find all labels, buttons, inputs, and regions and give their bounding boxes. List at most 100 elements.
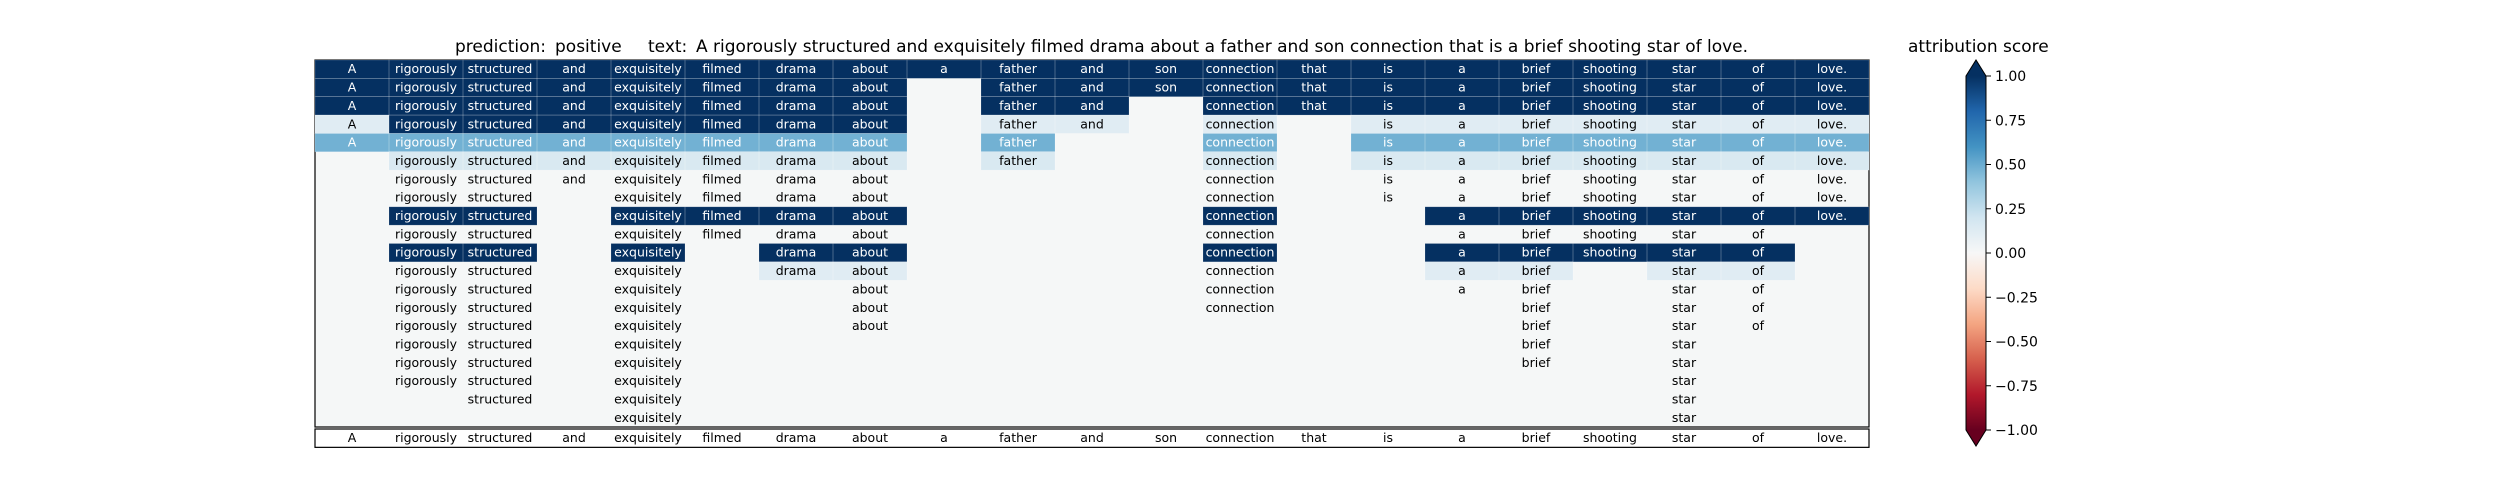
heatmap-cell-border — [314, 59, 390, 79]
heatmap-cell — [611, 78, 685, 97]
heatmap-token-label: brief — [1522, 208, 1551, 223]
heatmap-cell-border — [684, 78, 760, 97]
heatmap-token-label: filmed — [702, 80, 741, 95]
heatmap-cell — [759, 133, 833, 152]
heatmap-cell-border — [1720, 133, 1796, 153]
heatmap-token-label: A — [348, 135, 357, 150]
heatmap-cell-border — [1424, 133, 1500, 153]
heatmap-token-label: rigorously — [395, 355, 458, 370]
reference-token-label: a — [940, 430, 948, 445]
heatmap-token-label: structured — [468, 392, 533, 407]
heatmap-cell-border — [1794, 133, 1870, 153]
heatmap-cell-border — [1350, 78, 1426, 97]
heatmap-cell — [833, 206, 907, 226]
heatmap-token-label: of — [1752, 135, 1765, 150]
heatmap-cell-border — [758, 133, 834, 153]
heatmap-cell — [1795, 151, 1869, 171]
heatmap-cell — [463, 243, 537, 262]
heatmap-cell — [389, 78, 463, 97]
heatmap-token-label: love. — [1817, 135, 1847, 150]
heatmap-cell-border — [684, 59, 760, 79]
heatmap-cell-border — [980, 114, 1056, 134]
heatmap-token-label: exquisitely — [614, 190, 682, 205]
heatmap-cell — [1499, 60, 1573, 79]
heatmap-cell-border — [1572, 114, 1648, 134]
heatmap-token-label: brief — [1522, 98, 1551, 113]
heatmap-token-label: star — [1672, 245, 1697, 260]
heatmap-token-label: father — [999, 61, 1038, 76]
heatmap-token-label: and — [1080, 61, 1104, 76]
heatmap-token-label: star — [1672, 61, 1697, 76]
heatmap-token-label: star — [1672, 208, 1697, 223]
heatmap-token-label: exquisitely — [614, 116, 682, 131]
reference-token-label: exquisitely — [614, 430, 682, 445]
heatmap-token-label: drama — [776, 98, 817, 113]
heatmap-token-label: exquisitely — [614, 410, 682, 425]
heatmap-token-label: structured — [468, 281, 533, 296]
heatmap-cell-border — [1794, 206, 1870, 226]
heatmap-token-label: is — [1383, 135, 1393, 150]
heatmap-cell — [611, 60, 685, 79]
heatmap-token-label: about — [852, 318, 888, 333]
heatmap-token-label: shooting — [1583, 61, 1637, 76]
colorbar-tick-label: 0.75 — [1995, 113, 2026, 129]
heatmap-cell-border — [1202, 243, 1278, 263]
heatmap-token-label: a — [1458, 263, 1466, 278]
heatmap-cell — [1351, 78, 1425, 97]
heatmap-token-label: A — [348, 98, 357, 113]
heatmap-token-label: rigorously — [395, 171, 458, 186]
heatmap-cell — [1203, 206, 1277, 226]
heatmap-cell — [463, 151, 537, 171]
heatmap-cell-border — [1794, 151, 1870, 171]
heatmap-cell-border — [314, 96, 390, 116]
heatmap-cell-border — [832, 206, 908, 226]
heatmap-token-label: a — [1458, 208, 1466, 223]
heatmap-cell-border — [1720, 59, 1796, 79]
heatmap-token-label: of — [1752, 171, 1765, 186]
heatmap-token-label: structured — [468, 318, 533, 333]
heatmap-token-label: of — [1752, 153, 1765, 168]
colorbar-extend-max — [1966, 60, 1986, 76]
heatmap-token-label: filmed — [702, 135, 741, 150]
heatmap-cell-border — [832, 261, 908, 281]
heatmap-cell-border — [1572, 96, 1648, 116]
heatmap-cell-border — [1202, 151, 1278, 171]
heatmap-cell-border — [1720, 96, 1796, 116]
heatmap-cell — [1795, 96, 1869, 116]
reference-row — [314, 428, 1870, 448]
heatmap-cell-border — [1572, 78, 1648, 97]
heatmap-cell-border — [1572, 206, 1648, 226]
reference-token-label: A — [348, 430, 357, 445]
heatmap-token-label: exquisitely — [614, 171, 682, 186]
heatmap-token-label: drama — [776, 226, 817, 241]
heatmap-token-label: structured — [468, 336, 533, 351]
heatmap-cell-border — [1498, 243, 1574, 263]
heatmap-cell — [1055, 96, 1129, 116]
heatmap-cell — [1647, 133, 1721, 152]
heatmap-cell-border — [758, 59, 834, 79]
heatmap-token-label: love. — [1817, 80, 1847, 95]
heatmap-cell — [1573, 133, 1647, 152]
heatmap-cell — [537, 78, 611, 97]
heatmap-cell — [611, 96, 685, 116]
colorbar-tick-label: 0.00 — [1995, 246, 2026, 262]
heatmap-token-label: connection — [1206, 300, 1275, 315]
heatmap-token-label: rigorously — [395, 300, 458, 315]
heatmap-cell — [1129, 60, 1203, 79]
heatmap-cell-border — [388, 78, 464, 97]
heatmap-token-label: drama — [776, 190, 817, 205]
heatmap-token-label: and — [562, 135, 586, 150]
heatmap-token-label: brief — [1522, 281, 1551, 296]
heatmap-token-label: is — [1383, 80, 1393, 95]
heatmap-token-label: structured — [468, 263, 533, 278]
heatmap-cell — [833, 60, 907, 79]
heatmap-cell-border — [684, 96, 760, 116]
heatmap-token-label: drama — [776, 245, 817, 260]
heatmap-cell — [1721, 151, 1795, 171]
heatmap-token-label: structured — [468, 355, 533, 370]
heatmap-cell — [537, 115, 611, 134]
heatmap-token-label: and — [1080, 98, 1104, 113]
heatmap-token-label: star — [1672, 116, 1697, 131]
heatmap-cell — [1499, 115, 1573, 134]
heatmap-cell — [1203, 115, 1277, 134]
